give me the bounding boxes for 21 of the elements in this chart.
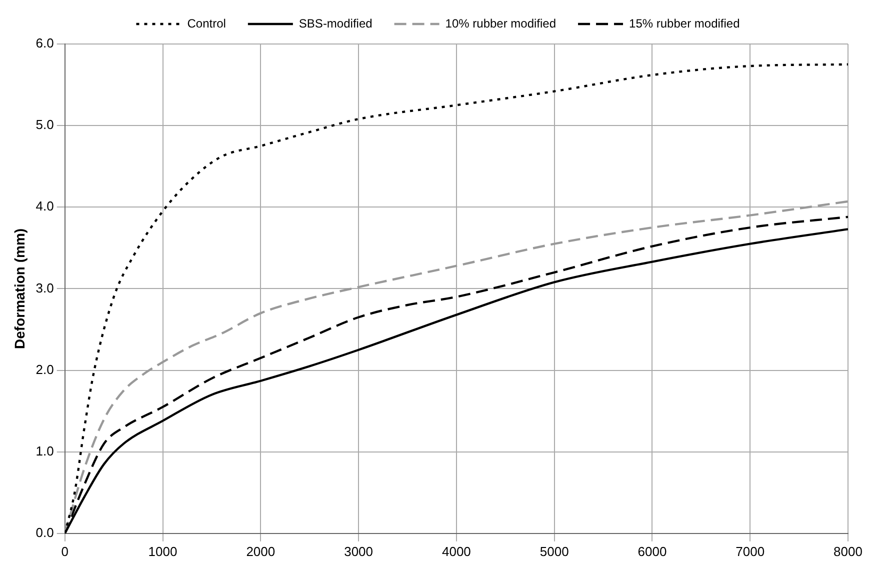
x-tick-label: 2000 [246, 544, 276, 559]
x-tick-label: 8000 [834, 544, 862, 559]
y-tick-label: 6.0 [36, 36, 54, 51]
legend-label: Control [187, 16, 226, 30]
y-tick-label: 4.0 [36, 198, 54, 214]
x-tick-label: 0 [61, 544, 68, 559]
x-tick-label: 7000 [736, 544, 765, 559]
y-tick-label: 5.0 [36, 117, 54, 132]
y-tick-label: 3.0 [36, 280, 54, 296]
y-tick-label: 2.0 [36, 362, 54, 377]
legend-label: 10% rubber modified [445, 16, 556, 30]
x-tick-label: 1000 [148, 544, 178, 559]
legend-label: 15% rubber modified [629, 16, 740, 30]
x-tick-label: 4000 [442, 544, 471, 559]
y-tick-label: 1.0 [36, 443, 54, 458]
x-tick-label: 5000 [540, 544, 569, 559]
x-tick-label: 3000 [344, 544, 374, 559]
y-tick-label: 0.0 [36, 524, 54, 540]
legend-label: SBS-modified [298, 16, 372, 30]
y-axis-title: Deformation (mm) [11, 228, 28, 349]
x-tick-label: 6000 [638, 544, 667, 559]
